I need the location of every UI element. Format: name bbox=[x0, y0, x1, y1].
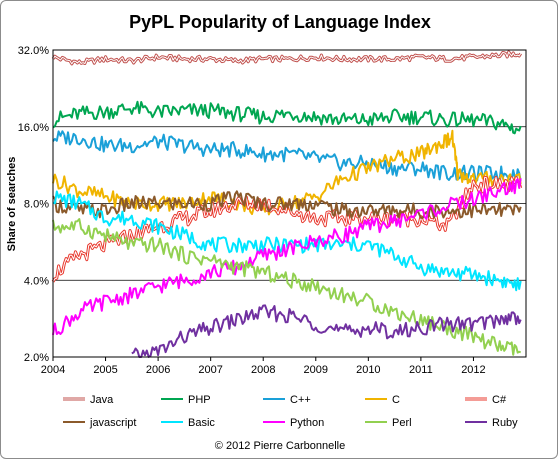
series-line-perl bbox=[52, 218, 522, 356]
copyright-text: © 2012 Pierre Carbonnelle bbox=[215, 440, 345, 452]
plot-border bbox=[52, 49, 527, 358]
series-layer bbox=[51, 50, 523, 358]
chart-title: PyPL Popularity of Language Index bbox=[129, 12, 431, 32]
y-tick-label: 2.0% bbox=[24, 352, 49, 364]
legend-label-python: Python bbox=[290, 417, 324, 429]
legend-label-c-: C# bbox=[492, 394, 507, 406]
series-line-c bbox=[52, 129, 522, 216]
x-tick-label: 2007 bbox=[198, 364, 222, 376]
legend-label-ruby: Ruby bbox=[492, 417, 518, 429]
x-tick-label: 2006 bbox=[146, 364, 170, 376]
x-tick-label: 2010 bbox=[356, 364, 380, 376]
legend-label-c-: C++ bbox=[290, 394, 311, 406]
x-tick-label: 2009 bbox=[304, 364, 328, 376]
legend-label-basic: Basic bbox=[188, 417, 215, 429]
series-line-python bbox=[52, 178, 522, 336]
x-tick-label: 2005 bbox=[93, 364, 117, 376]
y-tick-label: 32.0% bbox=[18, 45, 49, 57]
axis-layer: 2.0% 4.0% 8.0% 16.0% 32.0% 2004 2005 2006 2007 20… bbox=[18, 45, 486, 376]
x-tick-label: 2012 bbox=[461, 364, 485, 376]
series-line-java-inner bbox=[52, 51, 522, 65]
legend: Java PHP C++ C C# javascript Basic Python Perl Ru… bbox=[63, 394, 518, 429]
series-line-php bbox=[52, 100, 522, 135]
x-tick-label: 2004 bbox=[41, 364, 65, 376]
y-tick-label: 16.0% bbox=[18, 122, 49, 134]
legend-label-perl: Perl bbox=[392, 417, 412, 429]
legend-label-java: Java bbox=[90, 394, 114, 406]
series-line-c--inner bbox=[52, 176, 522, 282]
y-tick-label: 8.0% bbox=[24, 199, 49, 211]
legend-label-javascript: javascript bbox=[89, 417, 136, 429]
series-line-c--outer bbox=[51, 175, 523, 283]
x-tick-label: 2011 bbox=[409, 364, 433, 376]
y-axis-label: Share of searches bbox=[6, 157, 18, 252]
series-line-ruby bbox=[131, 304, 522, 358]
legend-label-php: PHP bbox=[188, 394, 211, 406]
legend-label-c: C bbox=[392, 394, 400, 406]
y-tick-label: 4.0% bbox=[24, 275, 49, 287]
x-tick-label: 2008 bbox=[251, 364, 275, 376]
series-line-c- bbox=[52, 130, 522, 182]
